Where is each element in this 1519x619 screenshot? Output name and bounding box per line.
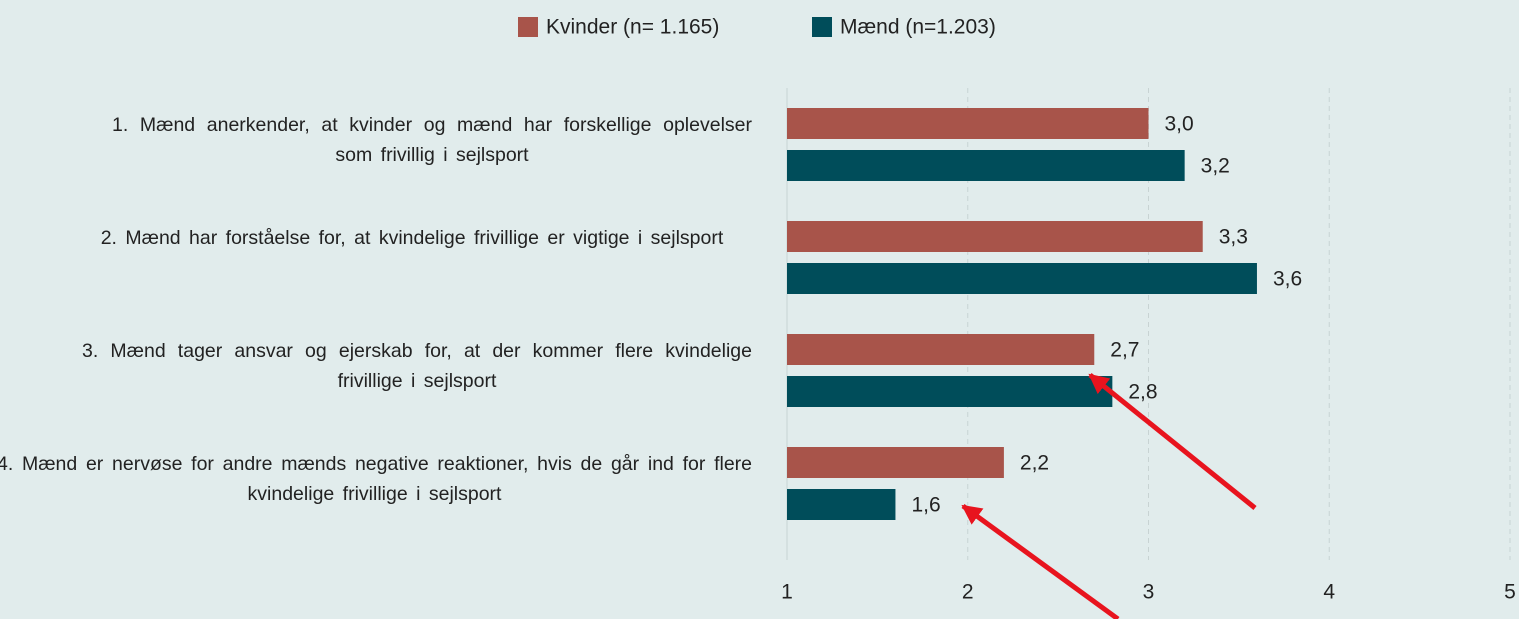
x-tick-label: 4 — [1323, 581, 1335, 604]
bar — [787, 108, 1149, 139]
value-label: 3,3 — [1219, 226, 1248, 249]
bar — [787, 334, 1095, 365]
x-tick-label: 2 — [962, 581, 974, 604]
bars — [787, 108, 1257, 520]
category-label: 1. Mænd anerkender, at kvinder og mænd h… — [112, 114, 752, 166]
bar — [787, 376, 1113, 407]
legend-swatch — [812, 17, 832, 37]
x-tick-label: 3 — [1143, 581, 1155, 604]
value-label: 3,2 — [1201, 155, 1230, 178]
x-tick-label: 5 — [1504, 581, 1516, 604]
category-label: 3. Mænd tager ansvar og ejerskab for, at… — [82, 340, 752, 392]
bar — [787, 447, 1004, 478]
value-label: 3,0 — [1165, 113, 1194, 136]
bar — [787, 150, 1185, 181]
legend-label: Mænd (n=1.203) — [840, 16, 996, 39]
value-label: 2,7 — [1110, 339, 1139, 362]
annotation-arrow — [961, 503, 1120, 619]
value-label: 2,8 — [1128, 381, 1157, 404]
bar — [787, 263, 1257, 294]
value-label: 3,6 — [1273, 268, 1302, 291]
legend-label: Kvinder (n= 1.165) — [546, 16, 719, 39]
legend-swatch — [518, 17, 538, 37]
annotation-arrow — [1088, 373, 1257, 510]
bar — [787, 221, 1203, 252]
bar — [787, 489, 896, 520]
category-label: 2. Mænd har forståelse for, at kvindelig… — [100, 227, 724, 249]
category-label: 4. Mænd er nervøse for andre mænds negat… — [0, 453, 752, 505]
value-label: 2,2 — [1020, 452, 1049, 475]
x-tick-label: 1 — [781, 581, 793, 604]
value-label: 1,6 — [911, 494, 940, 517]
